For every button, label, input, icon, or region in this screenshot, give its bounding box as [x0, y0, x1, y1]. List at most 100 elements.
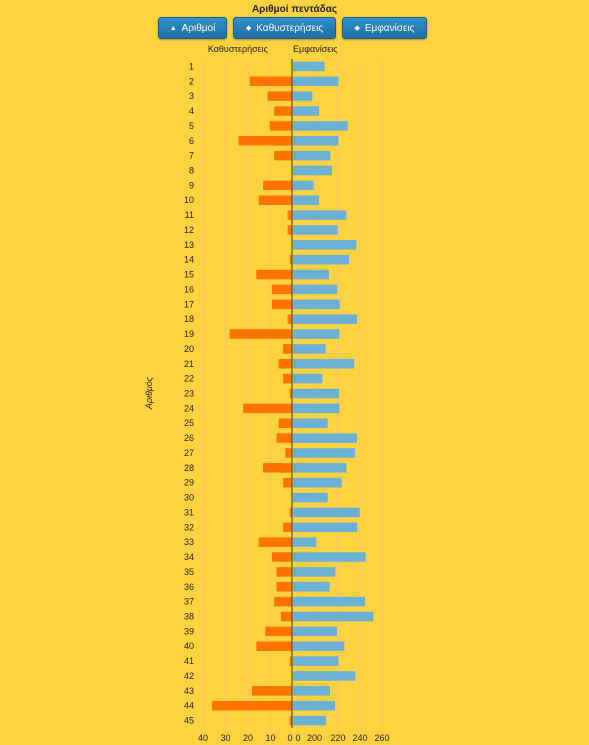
delays-bar: [276, 433, 292, 443]
delays-bar: [285, 448, 292, 458]
appearances-bar: [293, 269, 329, 280]
delays-bar: [267, 91, 292, 101]
appearances-bar: [293, 254, 349, 265]
delays-bar: [271, 284, 292, 295]
appearances-bar: [293, 552, 366, 562]
chart-title: Αριθμοί πεντάδας: [251, 4, 338, 15]
delays-bar: [249, 76, 292, 87]
category-label: 31: [184, 507, 194, 517]
delays-bar: [271, 299, 292, 310]
delays-bar: [211, 700, 292, 711]
appearances-bar: [293, 611, 374, 622]
category-label: 20: [184, 344, 194, 354]
category-label: 1: [189, 61, 194, 71]
delays-bar: [283, 522, 292, 533]
delays-bar: [238, 136, 292, 146]
delays-bar: [283, 344, 292, 354]
appearances-bar: [293, 403, 340, 414]
category-label: 38: [184, 612, 194, 622]
appearances-bar: [293, 106, 319, 116]
category-label: 17: [184, 299, 194, 309]
category-label: 2: [189, 76, 194, 86]
right-series-title: Εμφανίσεις: [293, 44, 338, 54]
delays-bar: [256, 269, 292, 280]
delays-bar: [289, 715, 292, 726]
delays-bar: [274, 596, 292, 607]
appearances-bar: [293, 225, 338, 235]
appearances-bar: [293, 433, 357, 443]
triangle-up-icon: ▲: [169, 24, 177, 32]
category-label: 40: [184, 641, 194, 651]
appearances-bar: [293, 240, 357, 250]
delays-bar: [263, 463, 292, 473]
category-label: 16: [184, 284, 194, 294]
delays-bar: [271, 552, 292, 562]
delays-bar: [258, 195, 292, 205]
appearances-bar: [293, 180, 314, 191]
appearances-bar: [293, 418, 328, 428]
appearances-bar: [293, 567, 336, 577]
appearances-bar: [293, 195, 319, 205]
sort-icon: ◆: [245, 25, 252, 32]
appearances-bar: [293, 700, 335, 711]
category-label: 25: [184, 418, 194, 428]
appearances-bar: [293, 121, 348, 131]
appearances-bar: [293, 492, 328, 503]
appearances-bar: [293, 671, 356, 681]
appearances-bar: [293, 522, 358, 533]
appearances-bar: [293, 686, 330, 696]
category-label: 9: [189, 180, 194, 190]
category-label: 15: [184, 270, 194, 280]
appearances-bar: [293, 210, 347, 220]
sort-by-delays-button[interactable]: ◆ Καθυστερήσεις: [233, 17, 336, 39]
delays-bar: [274, 150, 292, 161]
category-label: 13: [184, 240, 194, 250]
sort-by-appearances-button[interactable]: ◆ Εμφανίσεις: [342, 17, 427, 39]
category-label: 19: [184, 329, 194, 339]
delays-bar: [283, 477, 292, 488]
appearances-bar: [293, 61, 325, 72]
delays-bar: [274, 106, 292, 116]
appearances-bar: [293, 463, 347, 473]
left-tick-label: 30: [220, 733, 230, 743]
appearances-bar: [293, 715, 326, 726]
category-label: 21: [184, 359, 194, 369]
delays-bar: [251, 686, 292, 696]
sort-by-number-label: Αριθμοί: [181, 22, 216, 34]
y-axis-label: Αριθμός: [144, 376, 154, 410]
category-label: 26: [184, 433, 194, 443]
category-label: 4: [189, 106, 194, 116]
delays-bar: [278, 418, 292, 428]
delays-bar: [258, 537, 292, 547]
category-label: 23: [184, 389, 194, 399]
left-tick-label: 20: [243, 733, 253, 743]
right-tick-label: 0: [295, 733, 300, 743]
delays-bar: [289, 388, 292, 399]
appearances-bar: [293, 507, 360, 518]
category-label: 34: [184, 552, 194, 562]
appearances-bar: [293, 582, 330, 592]
left-tick-label: 0: [287, 733, 292, 743]
appearances-bar: [293, 388, 339, 399]
category-label: 7: [189, 151, 194, 161]
delays-bar: [263, 180, 292, 191]
category-label: 37: [184, 597, 194, 607]
delays-bar: [276, 567, 292, 577]
delays-bar: [278, 359, 292, 369]
delays-bar: [269, 121, 292, 131]
left-series-title: Καθυστερήσεις: [208, 44, 269, 54]
sort-by-number-button[interactable]: ▲ Αριθμοί: [158, 17, 227, 39]
right-tick-label: 220: [330, 733, 345, 743]
category-label: 8: [189, 166, 194, 176]
category-label: 39: [184, 626, 194, 636]
sort-button-group: ▲ Αριθμοί ◆ Καθυστερήσεις ◆ Εμφανίσεις: [158, 17, 427, 39]
appearances-bar: [293, 359, 355, 369]
appearances-bar: [293, 656, 339, 666]
delays-bar: [289, 254, 292, 265]
appearances-bar: [293, 165, 332, 176]
appearances-bar: [293, 314, 357, 324]
delays-bar: [280, 611, 292, 622]
appearances-bar: [293, 284, 338, 295]
appearances-bar: [293, 537, 317, 547]
